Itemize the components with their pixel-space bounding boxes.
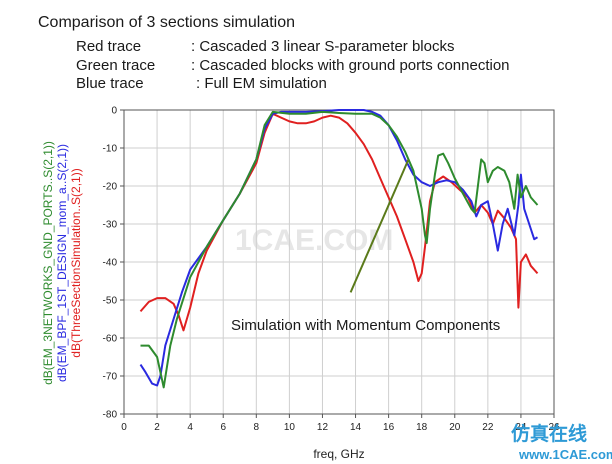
x-tick-label: 6 (220, 422, 226, 433)
x-tick-label: 24 (515, 422, 527, 433)
x-tick-label: 16 (383, 422, 395, 433)
y-axis-label-2: dB(EM_BPF_1ST_DESIGN_mom_a..S(2,1)) (55, 144, 69, 382)
watermark-text: 1CAE.COM (235, 224, 393, 257)
x-axis-label: freq, GHz (313, 447, 364, 461)
legend-blue-desc: : Full EM simulation (196, 75, 327, 92)
x-tick-label: 4 (187, 422, 193, 433)
x-tick-label: 8 (254, 422, 260, 433)
olive-marker-line (349, 159, 410, 293)
y-axis-labels: dB(EM_3NETWORKS_GND_PORTS..S(2,1)) dB(EM_… (41, 141, 83, 385)
page-title: Comparison of 3 sections simulation (38, 14, 296, 31)
tick-labels: 0 2 4 6 8 10 12 14 16 18 20 22 24 260-10-20-30-40-50-… (103, 106, 560, 434)
legend-green-desc: : Cascaded blocks with ground ports conn… (191, 57, 510, 74)
y-tick-label: -50 (103, 296, 118, 307)
legend-green-name: Green trace (76, 57, 156, 74)
y-axis-label-3: dB(ThreeSectionSimulation..S(2,1)) (69, 168, 83, 357)
x-tick-label: 12 (317, 422, 329, 433)
x-tick-label: 20 (449, 422, 461, 433)
x-tick-label: 22 (482, 422, 494, 433)
y-tick-label: 0 (111, 106, 117, 117)
logo-chinese-text: 仿真在线 (511, 422, 587, 445)
x-tick-label: 10 (284, 422, 296, 433)
y-tick-label: -10 (103, 144, 118, 155)
y-tick-label: -30 (103, 220, 118, 231)
y-tick-label: -20 (103, 182, 118, 193)
y-tick-label: -70 (103, 372, 118, 383)
logo-url-text: www.1CAE.com (518, 447, 612, 462)
x-tick-label: 0 (121, 422, 127, 433)
chart-grid (124, 110, 554, 414)
chart-annotation: Simulation with Momentum Components (231, 317, 500, 334)
green-trace-line (140, 110, 539, 389)
y-tick-label: -40 (103, 258, 118, 269)
legend-red-desc: : Cascaded 3 linear S-parameter blocks (191, 38, 455, 55)
legend-red-name: Red trace (76, 38, 142, 55)
x-tick-label: 2 (154, 422, 160, 433)
x-tick-label: 26 (548, 422, 560, 433)
x-tick-label: 14 (350, 422, 362, 433)
y-tick-label: -60 (103, 334, 118, 345)
x-tick-label: 18 (416, 422, 428, 433)
red-trace-line (139, 112, 539, 332)
legend-blue-name: Blue trace (76, 75, 144, 92)
y-axis-label-1: dB(EM_3NETWORKS_GND_PORTS..S(2,1)) (41, 141, 55, 385)
series-lines (139, 109, 539, 389)
y-tick-label: -80 (103, 410, 118, 421)
